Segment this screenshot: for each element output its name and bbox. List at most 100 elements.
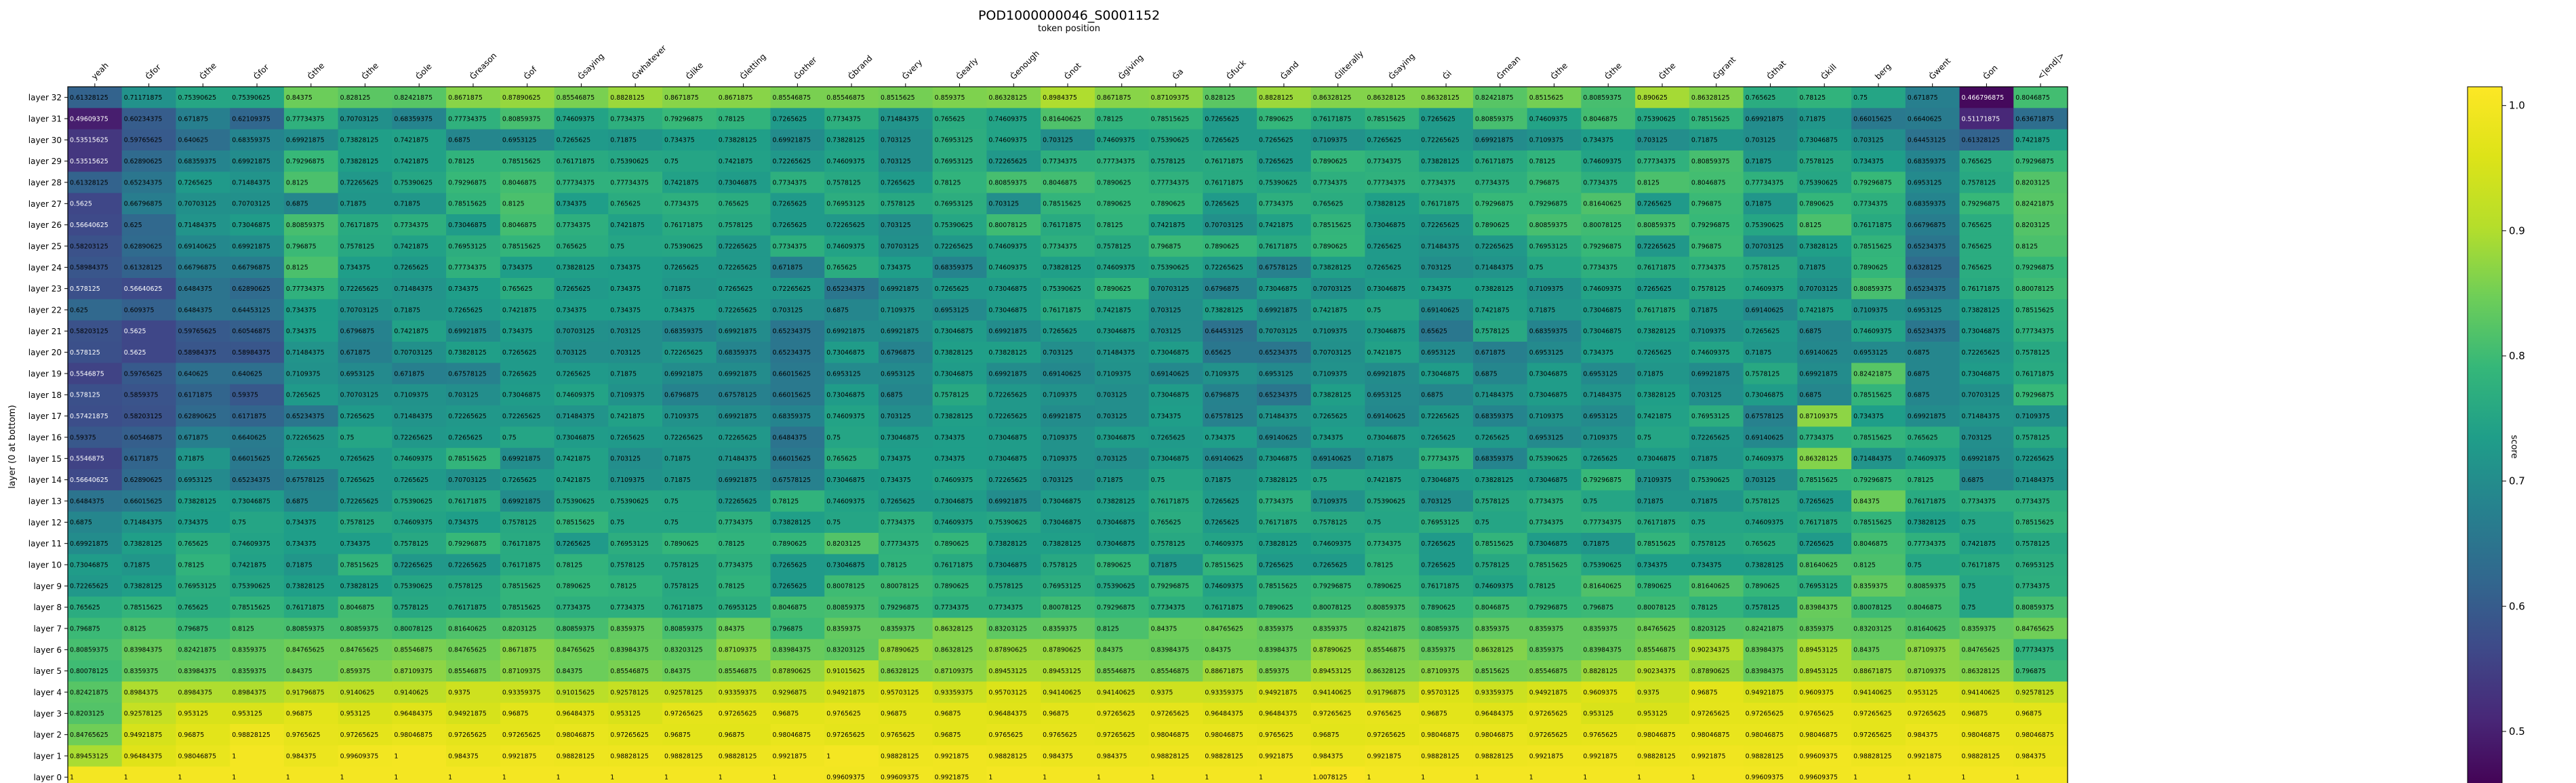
heatmap-cell bbox=[878, 214, 933, 236]
cell-value-label: 0.7421875 bbox=[1637, 413, 1672, 420]
heatmap-cell bbox=[338, 639, 393, 661]
cell-value-label: 0.9765625 bbox=[286, 731, 321, 739]
cell-value-label: 0.7265625 bbox=[772, 201, 807, 208]
heatmap-cell bbox=[68, 660, 123, 682]
cell-value-label: 0.7734375 bbox=[1259, 201, 1293, 208]
cell-value-label: 0.78125 bbox=[1097, 222, 1123, 229]
heatmap-cell bbox=[1419, 681, 1474, 704]
cell-value-label: 0.7421875 bbox=[2015, 137, 2050, 144]
cell-value-label: 0.96484375 bbox=[557, 710, 595, 718]
heatmap-cell bbox=[283, 87, 339, 108]
cell-value-label: 0.73046875 bbox=[1151, 349, 1190, 357]
cell-value-label: 0.93359375 bbox=[1475, 689, 1514, 696]
cell-value-label: 0.80859375 bbox=[1853, 285, 1892, 293]
cell-value-label: 0.7421875 bbox=[719, 158, 753, 165]
heatmap-cell bbox=[716, 235, 771, 258]
heatmap-cell bbox=[230, 172, 285, 194]
cell-value-label: 0.78515625 bbox=[1637, 540, 1676, 548]
cell-value-label: 0.73828125 bbox=[1367, 201, 1406, 208]
heatmap-cell bbox=[338, 575, 393, 597]
heatmap-cell bbox=[283, 214, 339, 236]
cell-value-label: 0.73828125 bbox=[340, 158, 379, 165]
heatmap-cell bbox=[1148, 108, 1203, 130]
cell-value-label: 0.62109375 bbox=[232, 115, 270, 123]
cell-value-label: 1 bbox=[394, 774, 398, 782]
cell-value-label: 0.73828125 bbox=[1313, 264, 1352, 272]
heatmap-cell bbox=[1689, 256, 1744, 279]
heatmap-cell bbox=[1581, 490, 1636, 513]
heatmap-cell bbox=[770, 681, 825, 704]
heatmap-cell bbox=[1472, 129, 1528, 151]
cell-value-label: 0.7578125 bbox=[1691, 285, 1726, 293]
heatmap-cell bbox=[121, 469, 177, 491]
cell-value-label: 0.734375 bbox=[448, 285, 479, 293]
cell-value-label: 0.78515625 bbox=[124, 604, 163, 611]
heatmap-cell bbox=[121, 87, 177, 108]
heatmap-cell bbox=[1472, 320, 1528, 342]
cell-value-label: 0.625 bbox=[70, 306, 88, 314]
heatmap-cell bbox=[1203, 299, 1257, 321]
heatmap-cell bbox=[1689, 618, 1744, 640]
heatmap-cell bbox=[392, 320, 447, 342]
heatmap-cell bbox=[1148, 447, 1203, 470]
cell-value-label: 0.75 bbox=[610, 519, 624, 527]
heatmap-cell bbox=[1635, 575, 1690, 597]
cell-value-label: 0.73046875 bbox=[1529, 370, 1568, 378]
heatmap-cell bbox=[986, 405, 1041, 427]
heatmap-cell bbox=[392, 193, 447, 215]
heatmap-cell bbox=[1635, 342, 1690, 363]
heatmap-cell bbox=[392, 660, 447, 682]
cell-value-label: 0.71484375 bbox=[1421, 243, 1460, 250]
cell-value-label: 0.79296875 bbox=[448, 540, 487, 548]
cell-value-label: 0.90234375 bbox=[1637, 668, 1676, 675]
heatmap-cell bbox=[1527, 469, 1582, 491]
heatmap-cell bbox=[283, 426, 339, 449]
heatmap-cell bbox=[1959, 490, 2014, 513]
heatmap-cell bbox=[824, 108, 879, 130]
heatmap-cell bbox=[500, 469, 555, 491]
cell-value-label: 0.70703125 bbox=[557, 328, 595, 336]
heatmap-cell bbox=[1581, 618, 1636, 640]
heatmap-cell bbox=[392, 426, 447, 449]
cell-value-label: 0.77734375 bbox=[881, 540, 919, 548]
heatmap-cell bbox=[770, 256, 825, 279]
heatmap-cell bbox=[662, 490, 717, 513]
heatmap-cell bbox=[716, 108, 771, 130]
cell-value-label: 0.97265625 bbox=[1746, 710, 1784, 718]
cell-value-label: 0.8046875 bbox=[1908, 604, 1942, 611]
heatmap-cell bbox=[176, 660, 230, 682]
heatmap-cell bbox=[1365, 256, 1420, 279]
heatmap-cell bbox=[1094, 766, 1150, 783]
cell-value-label: 0.70703125 bbox=[448, 477, 487, 484]
y-tick-label: layer 3 bbox=[33, 709, 62, 719]
cell-value-label: 0.7890625 bbox=[664, 540, 699, 548]
heatmap-cell bbox=[662, 299, 717, 321]
heatmap-cell bbox=[1094, 426, 1150, 449]
heatmap-cell bbox=[338, 129, 393, 151]
heatmap-cell bbox=[662, 150, 717, 172]
heatmap-cell bbox=[446, 618, 501, 640]
heatmap-cell bbox=[662, 447, 717, 470]
heatmap-cell bbox=[1148, 342, 1203, 363]
cell-value-label: 0.76171875 bbox=[286, 604, 325, 611]
heatmap-cell bbox=[1581, 235, 1636, 258]
cell-value-label: 0.7109375 bbox=[1097, 370, 1131, 378]
heatmap-cell bbox=[121, 490, 177, 513]
cell-value-label: 0.96875 bbox=[286, 710, 313, 718]
cell-value-label: 0.85546875 bbox=[557, 94, 595, 102]
heatmap-cell bbox=[1310, 533, 1366, 555]
heatmap-cell bbox=[1851, 405, 1906, 427]
cell-value-label: 0.6953125 bbox=[826, 370, 861, 378]
heatmap-cell bbox=[230, 278, 285, 300]
cell-value-label: 0.86328125 bbox=[1962, 668, 2000, 675]
heatmap-cell bbox=[608, 511, 663, 534]
cell-value-label: 0.71875 bbox=[1691, 137, 1718, 144]
heatmap-cell bbox=[283, 554, 339, 576]
cell-value-label: 0.73046875 bbox=[1151, 456, 1190, 463]
heatmap-cell bbox=[986, 384, 1041, 406]
cell-value-label: 0.61328125 bbox=[70, 94, 108, 102]
cell-value-label: 0.7578125 bbox=[935, 392, 969, 399]
cell-value-label: 0.78125 bbox=[881, 561, 907, 569]
cell-value-label: 0.73046875 bbox=[232, 498, 270, 505]
cell-value-label: 0.7890625 bbox=[772, 540, 807, 548]
